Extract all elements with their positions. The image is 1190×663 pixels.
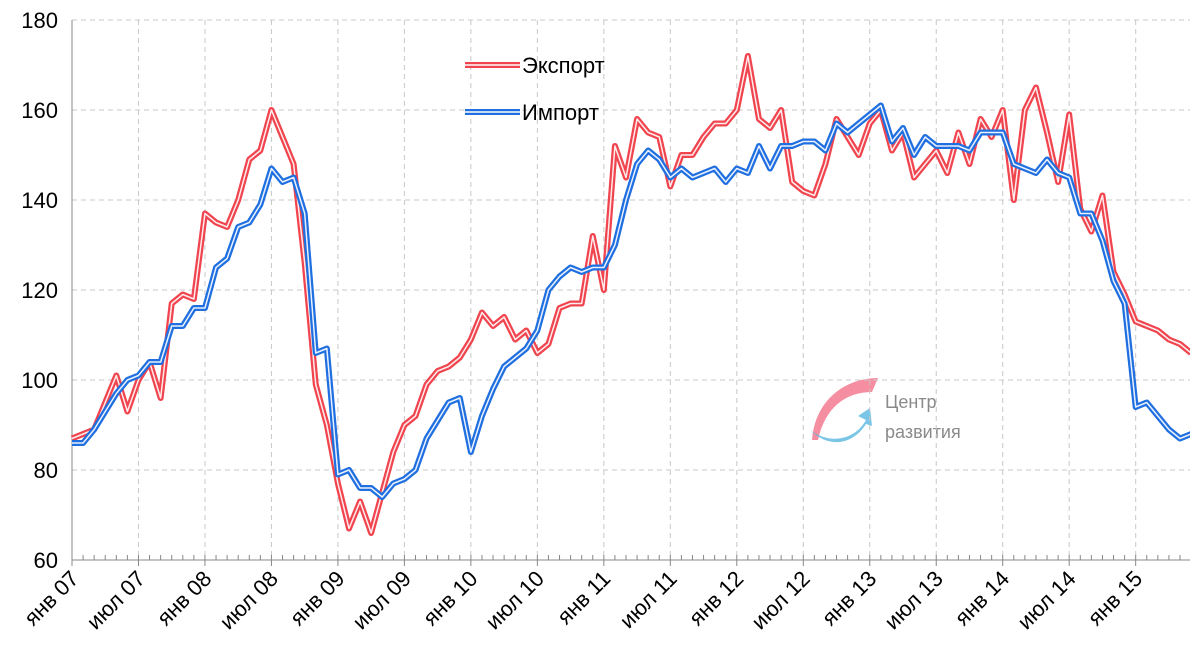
y-tick-label: 120 bbox=[21, 278, 58, 303]
series-line-highlight bbox=[72, 104, 1190, 498]
x-tick-label: янв 07 bbox=[19, 566, 84, 631]
x-tick-label: янв 15 bbox=[1083, 566, 1148, 631]
watermark-logo bbox=[810, 378, 878, 443]
y-tick-label: 60 bbox=[34, 548, 58, 573]
x-tick-label: июл 12 bbox=[746, 566, 814, 634]
y-tick-label: 180 bbox=[21, 8, 58, 33]
x-tick-label: июл 08 bbox=[215, 566, 283, 634]
x-tick-label: июл 11 bbox=[615, 566, 682, 633]
x-tick-label: июл 14 bbox=[1012, 566, 1080, 634]
x-tick-label: июл 07 bbox=[82, 566, 150, 634]
x-tick-label: янв 13 bbox=[817, 566, 882, 631]
y-tick-label: 80 bbox=[34, 458, 58, 483]
y-tick-label: 140 bbox=[21, 188, 58, 213]
grid bbox=[72, 19, 1190, 560]
watermark-text: развития bbox=[885, 422, 961, 442]
watermark-text: Центр bbox=[885, 392, 937, 412]
y-tick-label: 100 bbox=[21, 368, 58, 393]
x-tick-label: янв 10 bbox=[418, 566, 483, 631]
x-tick-label: янв 09 bbox=[285, 566, 350, 631]
x-tick-label: янв 08 bbox=[152, 566, 217, 631]
legend-label: Импорт bbox=[522, 100, 599, 125]
x-tick-label: июл 10 bbox=[480, 566, 548, 634]
x-tick-label: июл 13 bbox=[879, 566, 947, 634]
x-tick-label: янв 14 bbox=[950, 566, 1015, 631]
legend-label: Экспорт bbox=[522, 53, 605, 78]
series-line-highlight bbox=[71, 55, 1190, 534]
x-tick-label: янв 11 bbox=[552, 566, 615, 629]
x-tick-label: янв 12 bbox=[684, 566, 749, 631]
y-tick-label: 160 bbox=[21, 98, 58, 123]
x-tick-label: июл 09 bbox=[348, 566, 416, 634]
